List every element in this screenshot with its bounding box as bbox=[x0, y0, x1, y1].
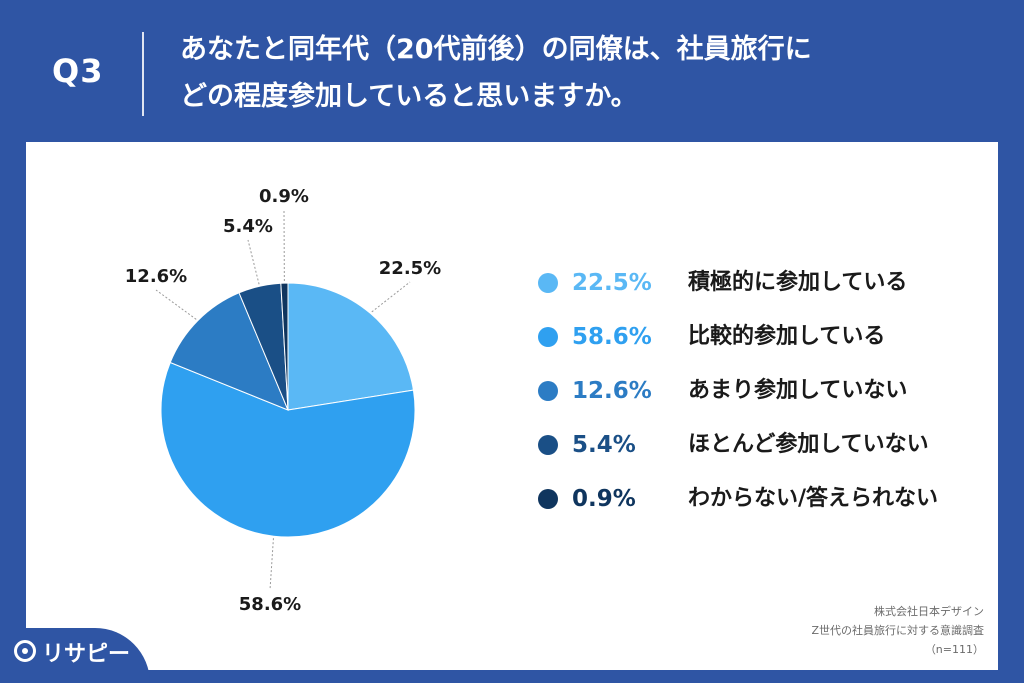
legend-value: 0.9% bbox=[572, 486, 636, 512]
legend-swatch bbox=[538, 435, 558, 455]
leader-line bbox=[269, 538, 274, 591]
legend-item: 58.6% 比較的参加している bbox=[538, 318, 988, 372]
legend-label: 比較的参加している bbox=[688, 324, 886, 349]
legend-value: 12.6% bbox=[572, 378, 652, 404]
slice-label: 12.6% bbox=[125, 266, 187, 287]
slice-label: 5.4% bbox=[223, 216, 273, 237]
slice-label: 0.9% bbox=[259, 186, 309, 207]
legend-swatch bbox=[538, 489, 558, 509]
legend-label: 積極的に参加している bbox=[688, 270, 908, 295]
brand-logo-icon bbox=[14, 640, 36, 662]
question-title: あなたと同年代（20代前後）の同僚は、社員旅行に どの程度参加していると思います… bbox=[180, 26, 1000, 120]
question-number: Q3 bbox=[52, 52, 104, 90]
legend-label: あまり参加していない bbox=[688, 378, 908, 403]
legend-value: 5.4% bbox=[572, 432, 636, 458]
source-note: 株式会社日本デザイン Z世代の社員旅行に対する意識調査 （n=111） bbox=[811, 602, 984, 659]
pie-slice bbox=[169, 292, 289, 411]
legend-swatch bbox=[538, 273, 558, 293]
legend-item: 0.9% わからない/答えられない bbox=[538, 480, 988, 534]
slice-label: 58.6% bbox=[239, 594, 301, 615]
header: Q3 あなたと同年代（20代前後）の同僚は、社員旅行に どの程度参加していると思… bbox=[0, 0, 1024, 142]
pie-slice bbox=[280, 282, 289, 411]
source-sample: （n=111） bbox=[924, 643, 984, 656]
leader-line bbox=[155, 289, 197, 320]
legend-swatch bbox=[538, 327, 558, 347]
header-divider bbox=[142, 32, 144, 116]
chart-panel: 22.5% 58.6% 12.6% 5.4% 0.9% 22.5% 積極的に参加している… bbox=[26, 142, 998, 670]
legend-item: 5.4% ほとんど参加していない bbox=[538, 426, 988, 480]
slice-label: 22.5% bbox=[379, 258, 441, 279]
leader-line bbox=[247, 239, 260, 285]
legend-value: 22.5% bbox=[572, 270, 652, 296]
legend-item: 22.5% 積極的に参加している bbox=[538, 264, 988, 318]
pie-slice bbox=[160, 361, 416, 538]
legend-value: 58.6% bbox=[572, 324, 652, 350]
question-title-line2: どの程度参加していると思いますか。 bbox=[180, 81, 638, 112]
question-title-line1: あなたと同年代（20代前後）の同僚は、社員旅行に bbox=[180, 34, 812, 65]
source-survey: Z世代の社員旅行に対する意識調査 bbox=[811, 624, 984, 637]
leader-line bbox=[371, 281, 411, 313]
legend-swatch bbox=[538, 381, 558, 401]
source-company: 株式会社日本デザイン bbox=[874, 605, 984, 618]
brand-badge: リサピー bbox=[0, 628, 150, 683]
legend-label: ほとんど参加していない bbox=[688, 432, 929, 457]
legend-item: 12.6% あまり参加していない bbox=[538, 372, 988, 426]
brand-name: リサピー bbox=[42, 642, 131, 667]
pie-chart: 22.5% 58.6% 12.6% 5.4% 0.9% bbox=[125, 186, 441, 615]
pie-slice bbox=[287, 282, 415, 411]
legend-label: わからない/答えられない bbox=[688, 486, 939, 511]
legend: 22.5% 積極的に参加している 58.6% 比較的参加している 12.6% あ… bbox=[538, 264, 988, 534]
